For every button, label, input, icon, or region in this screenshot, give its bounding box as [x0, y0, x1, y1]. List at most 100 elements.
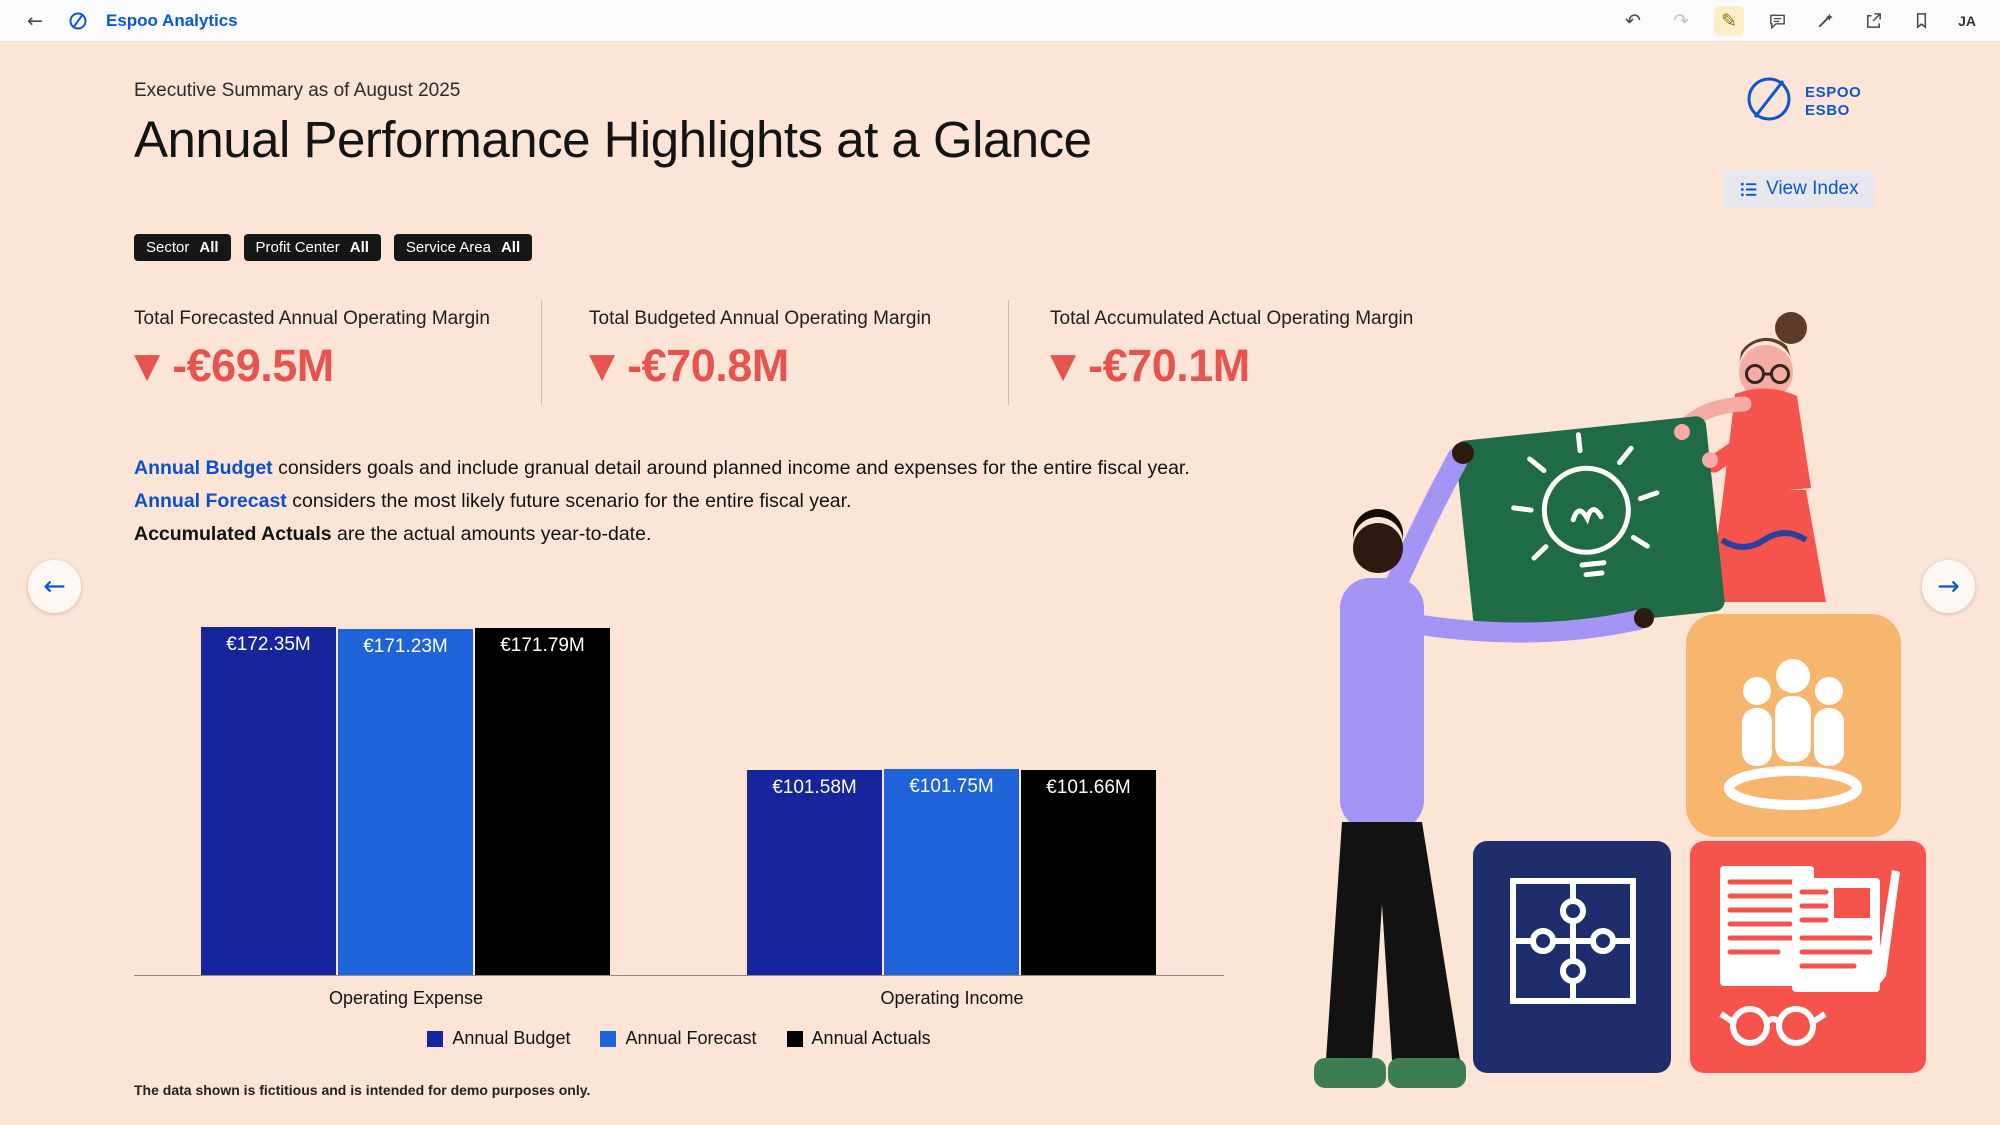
- description-text: considers goals and include granual deta…: [278, 457, 1190, 479]
- bar-operating-income-annual-budget[interactable]: €101.58M: [747, 770, 882, 975]
- hand: [1674, 424, 1690, 440]
- undo-icon[interactable]: ↶: [1625, 9, 1642, 32]
- glasses-icon: [1719, 1006, 1827, 1046]
- puzzle-icon: [1510, 878, 1636, 1004]
- bar-operating-expense-annual-actuals[interactable]: €171.79M: [475, 628, 610, 975]
- bookmark-icon[interactable]: [1906, 6, 1936, 36]
- next-page-button[interactable]: →: [1922, 560, 1975, 613]
- chart-category-axis: Operating Expense Operating Income: [134, 988, 1224, 1012]
- puzzle-tile: [1473, 841, 1671, 1073]
- bar-operating-income-annual-forecast[interactable]: €101.75M: [884, 769, 1019, 975]
- documents-icon: [1719, 866, 1900, 1046]
- legend-label: Annual Actuals: [811, 1028, 931, 1048]
- view-index-button[interactable]: View Index: [1724, 170, 1875, 208]
- illustration: [1230, 282, 1950, 1102]
- bar-operating-income-annual-actuals[interactable]: €101.66M: [1021, 770, 1156, 975]
- people-icon: [1724, 659, 1862, 810]
- page-title: Annual Performance Highlights at a Glanc…: [134, 111, 1092, 168]
- filter-value: All: [199, 239, 219, 256]
- chart-legend: Annual Budget Annual Forecast Annual Actua…: [134, 1028, 1224, 1049]
- axis-category-label: Operating Expense: [328, 988, 484, 1008]
- user-initials[interactable]: JA: [1958, 12, 1976, 29]
- description-line: Annual Forecast considers the most likel…: [134, 485, 1190, 518]
- description-line: Accumulated Actuals are the actual amoun…: [134, 518, 1190, 551]
- kpi-value: -€69.5M: [172, 340, 334, 391]
- kpi-label: Total Budgeted Annual Operating Margin: [589, 308, 932, 329]
- kpi-divider: [1008, 300, 1009, 405]
- axis-category-label: Operating Income: [880, 988, 1024, 1008]
- kpi-label: Total Accumulated Actual Operating Margi…: [1050, 308, 1414, 329]
- kpi-value: -€70.1M: [1088, 340, 1250, 391]
- redo-icon[interactable]: ↷: [1673, 9, 1690, 32]
- filter-value: All: [349, 239, 369, 256]
- term-annual-forecast: Annual Forecast: [134, 490, 287, 512]
- bar-value-label: €171.79M: [500, 635, 585, 656]
- kpi-label: Total Forecasted Annual Operating Margin: [134, 308, 490, 329]
- legend-swatch: [786, 1030, 803, 1047]
- filter-label: Sector: [146, 239, 190, 256]
- filter-profit-center[interactable]: Profit Center All: [243, 234, 381, 261]
- legend-item[interactable]: Annual Actuals: [786, 1028, 931, 1049]
- espoo-brand-logo: ESPOO ESBO: [1742, 72, 1861, 131]
- edit-icon[interactable]: ✎: [1714, 5, 1745, 36]
- hand: [1702, 452, 1718, 468]
- person-left: [1314, 442, 1654, 1088]
- filter-service-area[interactable]: Service Area All: [393, 234, 533, 261]
- list-icon: [1740, 182, 1757, 196]
- back-icon[interactable]: ←: [27, 9, 43, 32]
- tools-icon[interactable]: [1810, 6, 1840, 36]
- legend-swatch: [600, 1030, 617, 1047]
- idea-board: [1455, 416, 1725, 636]
- comment-icon[interactable]: [1762, 6, 1792, 36]
- bar-operating-expense-annual-budget[interactable]: €172.35M: [201, 627, 336, 975]
- kpi-forecast-margin: Total Forecasted Annual Operating Margin…: [134, 308, 534, 392]
- legend-item[interactable]: Annual Budget: [427, 1028, 570, 1049]
- legend-item[interactable]: Annual Forecast: [600, 1028, 757, 1049]
- chart-plot-area: €172.35M €171.23M €171.79M €101.58M €101.75M…: [134, 592, 1224, 976]
- bar-operating-expense-annual-forecast[interactable]: €171.23M: [338, 629, 473, 975]
- bar-value-label: €101.58M: [772, 777, 857, 798]
- kpi-budget-margin: Total Budgeted Annual Operating Margin ▼…: [589, 308, 989, 392]
- disclaimer-footnote: The data shown is fictitious and is inte…: [134, 1082, 591, 1098]
- trend-down-icon: ▼: [134, 346, 161, 386]
- toolbar-left: ← Espoo Analytics: [20, 6, 238, 36]
- glasses: [1745, 364, 1790, 384]
- filter-label: Profit Center: [255, 239, 340, 256]
- kpi-actual-margin: Total Accumulated Actual Operating Margi…: [1050, 308, 1450, 392]
- documents-tile: [1690, 841, 1926, 1073]
- legend-label: Annual Budget: [452, 1028, 571, 1048]
- espoo-logo-line1: ESPOO: [1805, 84, 1862, 102]
- bar-value-label: €101.66M: [1046, 777, 1131, 798]
- filter-bar: Sector All Profit Center All Service Are…: [134, 234, 533, 261]
- app-title[interactable]: Espoo Analytics: [106, 10, 238, 30]
- espoo-logo-icon: [1742, 72, 1796, 131]
- espoo-logo-text: ESPOO ESBO: [1805, 84, 1861, 119]
- filter-label: Service Area: [405, 239, 491, 256]
- term-annual-budget: Annual Budget: [134, 457, 273, 479]
- description-text: considers the most likely future scenari…: [292, 490, 852, 512]
- view-index-label: View Index: [1766, 178, 1859, 199]
- espoo-logo-line2: ESBO: [1805, 101, 1850, 119]
- kpi-value: -€70.8M: [627, 340, 789, 391]
- bar-value-label: €101.75M: [909, 776, 994, 797]
- previous-page-button[interactable]: ←: [28, 560, 81, 613]
- description-line: Annual Budget considers goals and includ…: [134, 452, 1190, 485]
- trend-down-icon: ▼: [589, 346, 616, 386]
- lightbulb-icon: [1511, 432, 1660, 578]
- report-subtitle: Executive Summary as of August 2025: [134, 80, 461, 101]
- description-text: are the actual amounts year-to-date.: [337, 523, 652, 545]
- legend-label: Annual Forecast: [625, 1028, 757, 1048]
- people-tile: [1686, 614, 1901, 837]
- legend-swatch: [427, 1030, 444, 1047]
- bar-value-label: €171.23M: [363, 636, 448, 657]
- pen-icon: [1876, 870, 1900, 986]
- share-icon[interactable]: [1858, 6, 1888, 36]
- kpi-divider: [541, 300, 542, 405]
- toolbar-right: ↶ ↷ ✎ JA: [1618, 5, 1980, 36]
- term-descriptions: Annual Budget considers goals and includ…: [134, 452, 1190, 551]
- bar-value-label: €172.35M: [226, 634, 311, 655]
- trend-down-icon: ▼: [1050, 346, 1077, 386]
- operating-margin-bar-chart: €172.35M €171.23M €171.79M €101.58M €101.75M…: [134, 592, 1224, 1072]
- app-logo-icon: [68, 11, 88, 31]
- filter-sector[interactable]: Sector All: [134, 234, 231, 261]
